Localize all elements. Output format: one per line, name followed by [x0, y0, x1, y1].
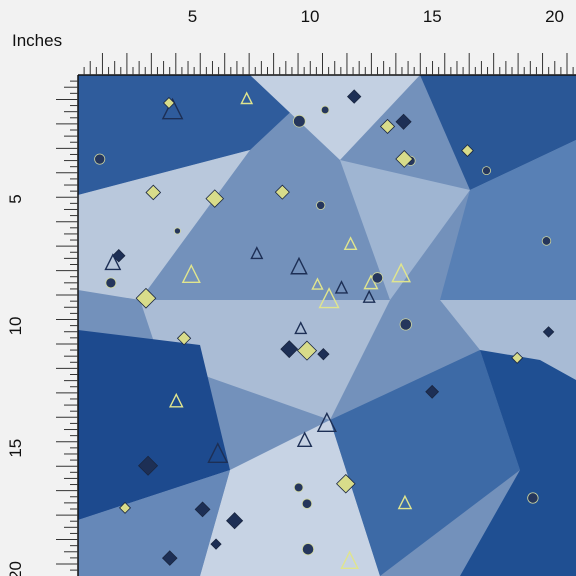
triangle-motif	[240, 91, 254, 105]
dot-motif	[371, 272, 384, 284]
triangle-motif	[207, 442, 229, 463]
diamond-motif	[274, 184, 290, 200]
diamond-motif	[138, 455, 159, 476]
diamond-motif	[226, 512, 244, 530]
triangle-motif	[334, 280, 349, 294]
triangle-motif	[340, 550, 359, 570]
triangle-motif	[294, 321, 308, 335]
dot-motif	[293, 482, 304, 493]
ruler-label: 10	[301, 7, 320, 26]
triangle-motif	[104, 253, 122, 271]
motifs	[94, 89, 555, 570]
dot-motif	[301, 498, 313, 509]
dot-motif	[399, 318, 412, 331]
diamond-motif	[280, 340, 299, 359]
dot-motif	[316, 200, 326, 210]
ruler-label: 15	[6, 439, 25, 458]
triangle-motif	[161, 97, 184, 120]
triangle-motif	[296, 431, 313, 448]
diamond-motif	[395, 150, 414, 168]
diamond-motif	[161, 550, 178, 566]
diamond-motif	[542, 326, 555, 338]
diamond-motif	[336, 473, 356, 494]
diamond-motif	[425, 384, 440, 399]
diamond-motif	[194, 501, 211, 518]
ruler-label: 20	[6, 561, 25, 576]
ruler-label: 5	[6, 194, 25, 203]
diamond-motif	[145, 184, 162, 201]
triangle-motif	[181, 263, 201, 284]
diamond-motif	[296, 340, 318, 361]
diamond-motif	[210, 538, 222, 550]
dot-motif	[293, 114, 306, 128]
diamond-motif	[511, 351, 524, 364]
dot-motif	[320, 105, 330, 115]
diamond-motif	[112, 249, 126, 263]
diamond-motif	[395, 113, 412, 130]
diamond-motif	[317, 348, 330, 361]
diamond-motif	[346, 89, 362, 104]
dot-motif	[105, 277, 117, 289]
diamond-motif	[461, 144, 474, 157]
triangle-motif	[250, 246, 264, 260]
dot-motif	[301, 543, 315, 556]
unit-label: Inches	[12, 31, 62, 50]
diamond-motif	[119, 501, 132, 514]
triangle-motif	[311, 277, 324, 290]
diamond-motif	[135, 287, 157, 309]
dot-motif	[94, 153, 106, 165]
diamond-motif	[205, 189, 225, 208]
ruler-label: 20	[545, 7, 564, 26]
triangle-motif	[391, 262, 411, 283]
triangle-motif	[168, 392, 184, 408]
ruler-label: 10	[6, 317, 25, 336]
dot-motif	[482, 166, 491, 176]
triangle-motif	[318, 287, 340, 309]
fabric	[78, 75, 576, 576]
triangle-motif	[362, 289, 376, 303]
diamond-motif	[162, 96, 175, 109]
diamond-motif	[176, 331, 192, 346]
dot-motif	[173, 227, 181, 235]
ruler-label: 5	[188, 7, 197, 26]
ruler-label: 15	[423, 7, 442, 26]
triangle-motif	[290, 256, 308, 275]
triangle-motif	[343, 236, 358, 251]
diamond-motif	[379, 118, 396, 135]
triangle-motif	[316, 411, 337, 432]
dot-motif	[527, 492, 539, 504]
triangle-motif	[397, 494, 413, 510]
dot-motif	[541, 236, 552, 246]
